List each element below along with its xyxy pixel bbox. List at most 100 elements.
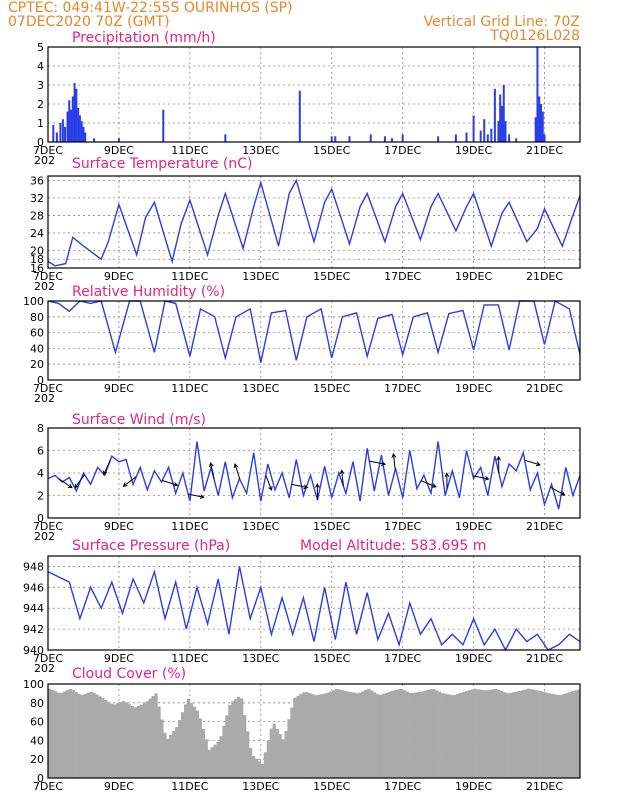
precip-bar <box>334 136 337 142</box>
cloud-bar <box>287 719 291 778</box>
precip-bar <box>78 115 81 142</box>
cloud-bar <box>574 690 578 778</box>
cloud-bar <box>195 710 200 778</box>
cloud-bar <box>95 694 99 778</box>
x-tick-label: 13DEC <box>242 780 279 793</box>
panel-title: Relative Humidity (%) <box>72 284 225 300</box>
y-tick-label: 4 <box>37 467 44 480</box>
cloud-bar <box>133 707 137 778</box>
cloud-bar <box>426 689 430 778</box>
cloud-bar <box>257 761 262 778</box>
precip-bar <box>383 136 386 142</box>
cloud-bar <box>107 701 111 778</box>
precip-bar <box>472 115 475 142</box>
cloud-bar <box>275 728 279 778</box>
wind-arrow <box>265 474 273 492</box>
precip-bar <box>73 83 76 142</box>
cloud-bar <box>562 694 566 778</box>
x-year-label: 202 <box>34 662 55 675</box>
panel-title: Cloud Cover (%) <box>72 666 186 682</box>
x-tick-label: 9DEC <box>104 144 134 157</box>
cloud-bar <box>213 744 217 778</box>
x-tick-label: 13DEC <box>242 144 279 157</box>
cloud-bar <box>207 749 211 778</box>
x-tick-label: 13DEC <box>242 270 279 283</box>
cloud-bar <box>384 692 389 778</box>
precip-bar <box>515 138 518 142</box>
cloud-bar <box>455 694 460 778</box>
cloud-bar <box>526 688 531 778</box>
precip-bar <box>298 90 301 142</box>
cloud-bar <box>322 693 327 778</box>
cloud-bar <box>293 697 297 778</box>
cloud-bar <box>381 693 386 778</box>
cloud-bar <box>281 739 285 778</box>
cloud-bar <box>325 692 330 778</box>
panel-3: Relative Humidity (%) 0 20 40 60 80 100 7DEC 9DE… <box>23 284 581 405</box>
cloud-bar <box>467 690 471 778</box>
cloud-bar <box>237 696 241 778</box>
y-tick-label: 36 <box>30 174 44 187</box>
y-tick-label: 942 <box>23 623 44 636</box>
cloud-bar <box>577 689 581 778</box>
x-tick-label: 9DEC <box>104 270 134 283</box>
cloud-bar <box>290 707 294 778</box>
x-tick-label: 19DEC <box>455 652 492 665</box>
y-tick-label: 16 <box>30 262 44 275</box>
precip-bar <box>500 105 503 142</box>
cloud-bar <box>142 703 146 778</box>
cloud-bar <box>136 705 140 778</box>
precip-bar <box>541 111 544 142</box>
wind-arrow <box>472 475 490 481</box>
wind-arrow <box>162 480 179 487</box>
cloud-bar <box>56 692 61 778</box>
precip-bar <box>224 134 227 142</box>
cloud-bar <box>482 690 486 778</box>
x-tick-label: 17DEC <box>384 144 421 157</box>
cloud-bar <box>370 690 374 778</box>
x-tick-label: 15DEC <box>313 780 350 793</box>
cloud-bar <box>219 736 223 778</box>
panel-title: Surface Temperature (nC) <box>72 156 253 172</box>
y-tick-label: 948 <box>23 560 44 573</box>
cloud-bar <box>349 692 353 778</box>
precip-bar <box>71 96 74 142</box>
y-tick-label: 40 <box>30 734 44 747</box>
cloud-bar <box>260 763 265 778</box>
cloud-bar <box>166 738 170 778</box>
cloud-bar <box>181 712 185 778</box>
cloud-bar <box>201 728 205 778</box>
precip-bar <box>75 88 78 142</box>
x-tick-label: 11DEC <box>171 270 208 283</box>
cloud-bar <box>228 704 232 778</box>
cloud-bar <box>127 704 132 778</box>
x-tick-label: 11DEC <box>171 780 208 793</box>
cloud-bar <box>251 756 256 778</box>
precip-bar <box>539 104 542 142</box>
cloud-bar <box>83 694 87 778</box>
cloud-bar <box>376 694 380 778</box>
precip-bar <box>454 134 457 142</box>
cloud-bar <box>278 734 282 778</box>
cloud-bar <box>284 731 288 778</box>
precip-bar <box>64 126 67 142</box>
cloud-bar <box>160 719 164 778</box>
cloud-bar <box>92 692 96 778</box>
cloud-bar <box>183 704 188 778</box>
cloud-bar <box>118 702 123 778</box>
cloud-bar <box>210 747 214 778</box>
cloud-bar <box>225 715 229 778</box>
cloud-bar <box>53 691 58 778</box>
cloud-bar <box>559 695 563 778</box>
header-grid-line: Vertical Grid Line: 70Z <box>424 14 580 30</box>
header-date: 07DEC2020 70Z (GMT) <box>8 14 170 30</box>
cloud-bar <box>68 688 72 778</box>
x-tick-label: 17DEC <box>384 270 421 283</box>
cloud-bar <box>74 691 78 778</box>
wind-arrow <box>74 474 85 489</box>
x-tick-label: 21DEC <box>526 780 563 793</box>
cloud-bar <box>334 688 338 778</box>
cloud-bar <box>319 694 324 778</box>
y-tick-label: 20 <box>30 753 44 766</box>
